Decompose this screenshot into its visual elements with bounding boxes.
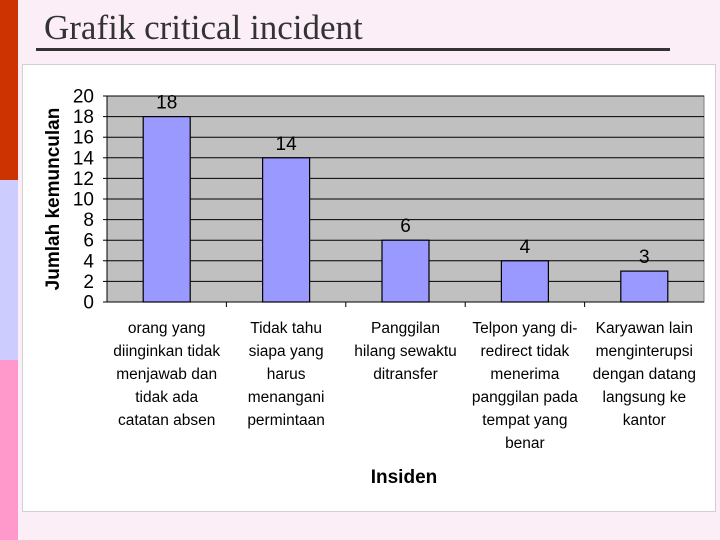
category-label-line: benar [505,435,545,452]
y-tick-label: 18 [73,107,94,128]
category-label-line: ditransfer [373,366,438,383]
y-tick-label: 8 [83,210,94,231]
data-labels: 18 14 6 4 3 [156,93,649,269]
category-label-line: menginterupsi [595,343,693,360]
y-tick-label: 10 [73,190,94,211]
y-tick-label: 4 [83,251,94,272]
slide-title: Grafik critical incident [44,8,363,47]
decorative-stripe-top [0,0,18,180]
category-label-line: panggilan pada [471,389,578,406]
category-label-line: Panggilan [371,320,440,337]
category-label-line: tempat yang [482,412,568,429]
category-label-line: permintaan [247,412,325,429]
category-label-line: siapa yang [248,343,324,360]
category-label-line: hilang sewaktu [354,343,457,360]
category-label-line: Telpon yang di- [472,320,578,337]
bar-5 [620,270,669,303]
bar-4 [500,260,549,303]
y-tick-label: 16 [73,128,94,149]
y-tick-label: 2 [83,272,94,293]
bar-value-label: 18 [156,93,177,114]
y-tick-label: 12 [73,169,94,190]
category-label-line: catatan absen [117,412,216,429]
bar-value-label: 14 [276,134,298,155]
category-label-line: dengan datang [592,366,697,383]
decorative-stripe-bottom [0,360,18,540]
y-axis-label: Jumlah kemunculan [43,108,64,291]
x-axis-label: Insiden [371,467,438,488]
category-label-line: Karyawan lain [595,320,693,337]
category-label-1: orang yang diinginkan tidak menjawab dan ti… [107,317,227,432]
bar-value-label: 6 [400,216,411,237]
bars [142,115,669,303]
category-label-line: kantor [622,412,666,429]
bar-2 [262,157,311,303]
category-label-line: menangani [247,389,325,406]
category-label-line: Tidak tahu [250,320,322,337]
category-label-line: langsung ke [602,389,687,406]
bar-1 [142,115,191,303]
bar-value-label: 3 [639,247,650,268]
category-label-line: redirect tidak [480,343,570,360]
y-tick-label: 6 [83,231,94,252]
category-label-line: menerima [490,366,560,383]
category-label-5: Karyawan lain menginterupsi dengan datang l… [584,317,704,432]
decorative-stripe-middle [0,180,18,360]
category-label-line: diinginkan tidak [113,343,221,360]
title-underline [36,48,670,51]
bar-value-label: 4 [520,237,531,258]
category-label-line: menjawab dan [116,366,218,383]
y-tick-label: 20 [73,87,94,108]
category-label-2: Tidak tahu siapa yang harus menangani permin… [226,317,346,432]
y-tick-label: 14 [73,148,95,169]
category-label-line: orang yang [127,320,206,337]
category-label-3: Panggilan hilang sewaktu ditransfer [346,317,466,386]
category-label-line: harus [266,366,306,383]
y-tick-label: 0 [83,293,94,314]
category-label-4: Telpon yang di-redirect tidak menerima pan… [465,317,585,455]
category-label-line: tidak ada [135,389,199,406]
bar-3 [381,239,430,303]
